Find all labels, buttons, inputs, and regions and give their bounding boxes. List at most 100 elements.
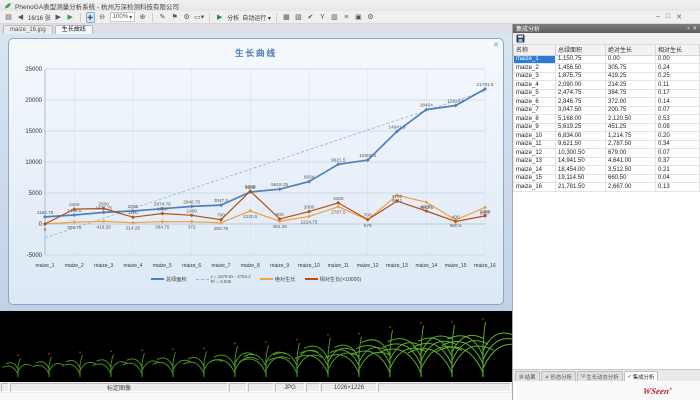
prev-image-icon[interactable]: ◀ — [17, 13, 24, 21]
cell-name[interactable]: maize_3 — [513, 71, 556, 81]
zoom-out-icon[interactable]: ⊖ — [99, 13, 106, 21]
table-row[interactable]: maize_8 5,168.00 2,120.50 0.53 — [513, 114, 700, 124]
table-row[interactable]: maize_15 19,114.50 660.50 0.04 — [513, 173, 700, 183]
pin-icon[interactable]: ▪ — [687, 25, 690, 32]
cell-name[interactable]: maize_16 — [513, 182, 556, 192]
list-icon[interactable]: ≡ — [344, 13, 349, 21]
column-header[interactable]: 总绿面积 — [555, 45, 606, 56]
svg-text:214.25: 214.25 — [126, 226, 141, 231]
svg-text:maize_5: maize_5 — [153, 263, 172, 269]
cell-area: 3,047.50 — [555, 105, 606, 115]
table-row[interactable]: maize_9 5,619.25 451.25 0.08 — [513, 122, 700, 132]
growth-table-wrap[interactable]: 名称 总绿面积 绝对生长 相对生长 maize_1 1,150.75 0.00 0.00 mai… — [513, 45, 700, 369]
table-row[interactable]: maize_14 18,454.00 3,512.50 0.21 — [513, 165, 700, 175]
svg-text:maize_11: maize_11 — [328, 263, 350, 269]
chart-title: 生长曲线 — [234, 48, 277, 58]
export-table-icon[interactable] — [516, 34, 525, 43]
run-analysis-button[interactable]: 分析 — [227, 15, 240, 22]
panel-tab-生长动态分析[interactable]: Ψ 生长动态分析 — [577, 371, 623, 381]
flag-icon[interactable]: ⚑ — [171, 13, 178, 21]
close-button[interactable]: ✕ — [676, 14, 682, 21]
autorun-button[interactable]: 自动运行 ▾ — [242, 15, 271, 22]
cell-area: 1,150.75 — [555, 54, 606, 64]
legend-item-area: 总绿面积 — [150, 276, 187, 283]
column-header[interactable]: 绝对生长 — [605, 45, 656, 56]
svg-text:800: 800 — [276, 212, 284, 217]
cell-name[interactable]: maize_14 — [513, 165, 556, 175]
status-bar: 标定图像 JPG 1026×1226 — [0, 382, 512, 393]
table-row[interactable]: maize_3 1,875.75 419.25 0.25 — [513, 71, 700, 81]
panel-tabbar: ▦ 结果 ▲ 形态分析 Ψ 生长动态分析 ✔ 集成分析 — [513, 369, 700, 381]
cell-abs-growth: 679.00 — [605, 148, 656, 158]
check-icon[interactable]: ✔ — [307, 13, 314, 21]
shape-select-icon[interactable]: ▭▾ — [194, 13, 205, 21]
table-row[interactable]: maize_16 21,781.50 2,667.00 0.13 — [513, 182, 700, 192]
svg-text:-5000: -5000 — [27, 253, 43, 259]
svg-text:0: 0 — [39, 222, 43, 228]
svg-text:maize_3: maize_3 — [94, 263, 113, 269]
status-spacer — [1, 383, 9, 392]
edit-icon[interactable]: ✎ — [159, 13, 166, 21]
cell-name[interactable]: maize_7 — [513, 105, 556, 115]
table-row[interactable]: maize_2 1,456.50 305.75 0.24 — [513, 63, 700, 73]
column-header[interactable]: 名称 — [513, 45, 556, 56]
table-row[interactable]: maize_7 3,047.50 200.75 0.07 — [513, 105, 700, 115]
cell-name[interactable]: maize_4 — [513, 80, 556, 90]
zoom-in-icon[interactable]: ⊕ — [139, 13, 146, 21]
maximize-button[interactable]: □ — [665, 13, 671, 20]
cell-name[interactable]: maize_13 — [513, 156, 556, 166]
cell-name[interactable]: maize_2 — [513, 63, 556, 73]
svg-text:2474.75: 2474.75 — [154, 202, 171, 207]
panel-tab-集成分析[interactable]: ✔ 集成分析 — [623, 371, 659, 381]
minimize-button[interactable]: – — [655, 13, 660, 20]
image-icon[interactable]: ▦ — [283, 13, 290, 21]
panel-tab-形态分析[interactable]: ▲ 形态分析 — [540, 371, 577, 381]
play-images-icon[interactable]: ▶ — [67, 13, 73, 21]
cell-name[interactable]: maize_9 — [513, 122, 556, 132]
close-view-icon[interactable]: ✕ — [493, 42, 499, 49]
table-row[interactable]: maize_12 10,300.50 679.00 0.07 — [513, 148, 700, 158]
cell-name[interactable]: maize_1 — [513, 54, 556, 64]
panel-tab-结果[interactable]: ▦ 结果 — [515, 371, 540, 381]
table-row[interactable]: maize_6 2,846.75 372.00 0.14 — [513, 97, 700, 107]
cell-name[interactable]: maize_5 — [513, 88, 556, 98]
column-header[interactable]: 相对生长 — [655, 45, 700, 56]
cell-area: 10,300.50 — [555, 148, 606, 158]
svg-text:maize_7: maize_7 — [212, 263, 231, 269]
filter-icon[interactable]: Y — [320, 13, 325, 21]
open-image-icon[interactable]: ▤ — [5, 13, 12, 21]
tab-image[interactable]: maize_16.jpg — [3, 25, 53, 34]
table-row[interactable]: maize_10 6,834.00 1,214.75 0.20 — [513, 131, 700, 141]
tab-growth-curve[interactable]: 生长曲线 — [54, 25, 93, 34]
plant-image-strip[interactable] — [0, 311, 528, 382]
camera-icon[interactable]: ▣ — [355, 13, 362, 21]
pan-tool-icon[interactable]: ✚ — [85, 11, 95, 23]
table-row[interactable]: maize_4 2,090.00 214.25 0.11 — [513, 80, 700, 90]
cell-name[interactable]: maize_11 — [513, 139, 556, 149]
document-icon[interactable]: ▧ — [295, 13, 302, 21]
settings-icon[interactable]: ⚙ — [183, 13, 190, 21]
table-header-row: 名称 总绿面积 绝对生长 相对生长 — [513, 45, 700, 56]
cell-name[interactable]: maize_12 — [513, 148, 556, 158]
tri-icon: ▲ — [544, 373, 550, 380]
svg-text:6834: 6834 — [304, 175, 315, 180]
panel-close-icon[interactable]: ✕ — [692, 25, 697, 32]
cell-name[interactable]: maize_6 — [513, 97, 556, 107]
cell-abs-growth: 419.25 — [605, 71, 656, 81]
svg-text:0: 0 — [44, 227, 47, 232]
table-row[interactable]: maize_13 14,941.50 4,641.00 0.37 — [513, 156, 700, 166]
table-row[interactable]: maize_5 2,474.75 384.75 0.17 — [513, 88, 700, 98]
table-icon[interactable]: ▥ — [331, 13, 338, 21]
svg-text:18454: 18454 — [420, 103, 433, 108]
gear-icon[interactable]: ⚙ — [367, 13, 374, 21]
run-analysis-icon[interactable]: ▶ — [217, 13, 223, 21]
cell-name[interactable]: maize_10 — [513, 131, 556, 141]
next-image-icon[interactable]: ▶ — [55, 13, 61, 21]
cell-name[interactable]: maize_15 — [513, 173, 556, 183]
table-row[interactable]: maize_1 1,150.75 0.00 0.00 — [513, 54, 700, 64]
bottom-filler — [0, 393, 700, 400]
zoom-level-select[interactable]: 100% ▾ — [109, 12, 136, 22]
cell-name[interactable]: maize_8 — [513, 114, 556, 124]
cell-rel-growth: 0.14 — [655, 97, 700, 107]
table-row[interactable]: maize_11 9,621.50 2,787.50 0.34 — [513, 139, 700, 149]
